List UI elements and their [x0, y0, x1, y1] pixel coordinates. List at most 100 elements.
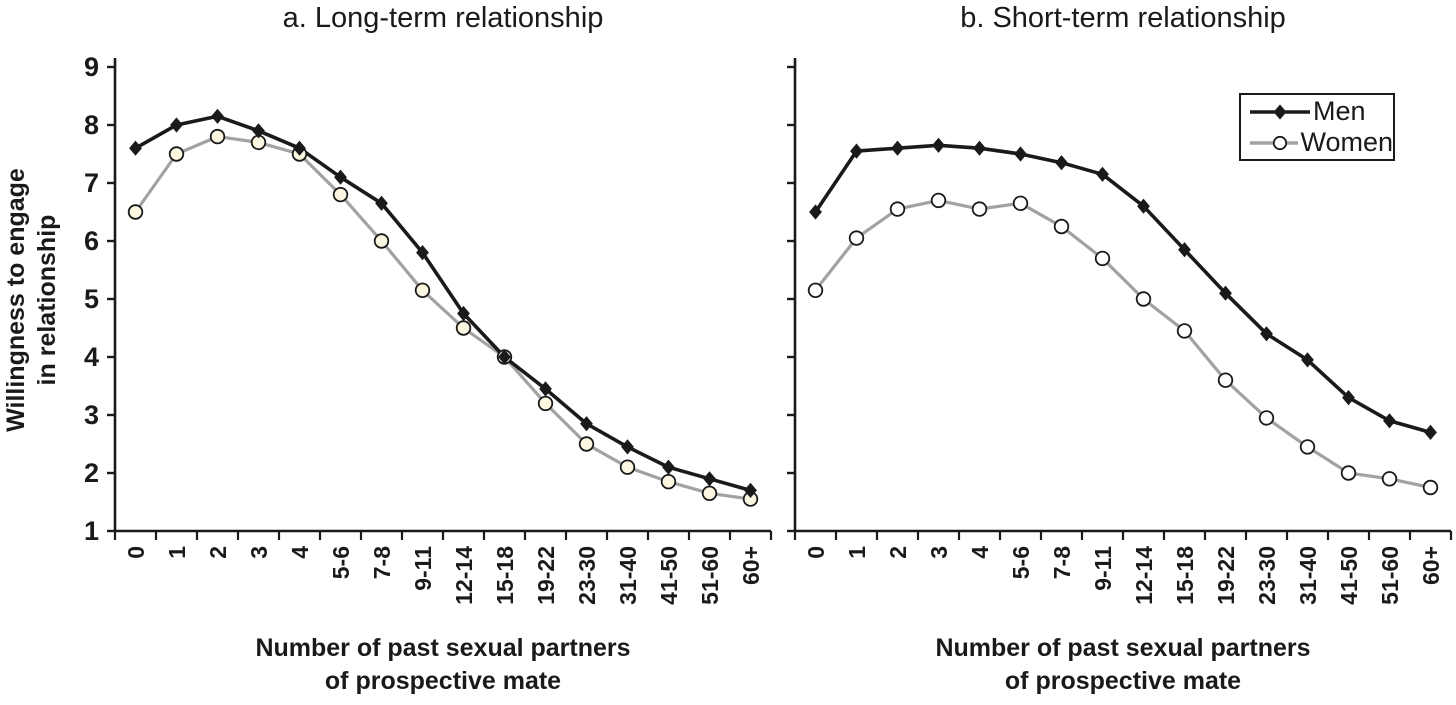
x-tick-label: 15-18 [492, 546, 518, 605]
men-data-point [891, 140, 904, 156]
women-data-point [373, 233, 390, 249]
women-line-circle-icon [1250, 135, 1299, 150]
men-data-point [744, 482, 757, 498]
men-data-point [1342, 390, 1355, 406]
x-tick-label: 41-50 [656, 546, 682, 605]
women-series-line-a [133, 135, 753, 501]
x-tick-label: 51-60 [697, 546, 723, 605]
legend: Men Women [1239, 93, 1395, 161]
legend-item-men: Men [1249, 96, 1393, 127]
men-data-point [580, 416, 593, 432]
women-data-point [619, 459, 636, 475]
women-data-point [1217, 372, 1234, 388]
men-data-point [1014, 146, 1027, 162]
y-tick-label: 3 [84, 400, 99, 430]
y-tick-label: 4 [84, 342, 99, 372]
men-data-point [621, 439, 634, 455]
x-tick-label: 60+ [1418, 546, 1444, 585]
y-tick-label: 9 [84, 52, 99, 82]
men-series-line-a [133, 114, 753, 493]
men-data-point [498, 349, 511, 365]
men-data-point [375, 195, 388, 211]
y-tick-label: 7 [84, 168, 99, 198]
men-data-point [932, 137, 945, 153]
women-data-point [1299, 439, 1316, 455]
women-data-point [168, 146, 185, 162]
women-data-point [537, 395, 554, 412]
x-tick-label: 19-22 [533, 546, 559, 605]
men-data-point [850, 143, 863, 159]
x-tick-label: 41-50 [1336, 546, 1362, 605]
men-data-point [1178, 242, 1191, 258]
x-tick-label: 60+ [738, 546, 764, 585]
men-data-point [334, 169, 347, 185]
x-tick-label: 31-40 [1295, 546, 1321, 605]
men-data-point [703, 471, 716, 487]
x-tick-label: 7-8 [369, 546, 395, 579]
men-series-line-b [813, 143, 1433, 435]
y-tick-label: 6 [84, 226, 99, 256]
y-tick-label: 5 [84, 284, 99, 314]
x-tick-label: 51-60 [1377, 546, 1403, 605]
men-data-point [1096, 166, 1109, 182]
x-tick-label: 9-11 [1090, 546, 1116, 591]
x-tick-label: 23-30 [574, 546, 600, 605]
x-tick-label: 12-14 [451, 546, 477, 605]
panel-a-x-axis-title-line1: Number of past sexual partners [255, 634, 631, 662]
x-tick-label: 1 [844, 546, 870, 559]
panel-b-x-axis-title: Number of past sexual partners of prospe… [935, 632, 1310, 698]
x-tick-label: 23-30 [1254, 546, 1280, 605]
men-data-point [170, 117, 183, 133]
y-tick-label: 1 [84, 516, 99, 546]
x-tick-label: 4 [287, 546, 313, 559]
men-data-point [1301, 352, 1314, 368]
women-data-point [332, 186, 349, 203]
panel-b-title: b. Short-term relationship [960, 2, 1286, 34]
men-data-point [293, 140, 306, 156]
x-tick-label: 5-6 [328, 546, 354, 579]
x-tick-label: 9-11 [410, 546, 436, 591]
x-tick-label: 7-8 [1049, 546, 1075, 579]
women-data-point [1381, 471, 1398, 487]
women-series-line-b [813, 198, 1433, 490]
men-data-point [1137, 198, 1150, 214]
women-data-point [414, 282, 431, 299]
men-data-point [1260, 326, 1273, 342]
women-data-point [127, 204, 144, 220]
men-data-point [1219, 285, 1232, 301]
women-data-point [807, 282, 824, 299]
y-tick-label: 2 [84, 458, 99, 488]
men-data-point [973, 140, 986, 156]
men-data-point [211, 108, 224, 124]
x-tick-label: 4 [967, 546, 993, 559]
panel-a-x-axis-title: Number of past sexual partners of prospe… [255, 632, 630, 698]
legend-item-women: Women [1249, 127, 1393, 158]
x-tick-label: 12-14 [1131, 546, 1157, 605]
x-tick-label: 3 [246, 546, 272, 559]
women-data-point [930, 192, 947, 209]
x-tick-label: 2 [205, 546, 231, 559]
men-data-point [809, 204, 822, 220]
x-tick-label: 2 [885, 546, 911, 559]
women-data-point [1012, 195, 1029, 212]
x-tick-label: 0 [123, 546, 149, 559]
men-data-point [1424, 424, 1437, 440]
men-data-point [1055, 155, 1068, 171]
men-data-point [1383, 413, 1396, 429]
y-axis-title: Willingness to engage in relationship [0, 65, 65, 535]
women-data-point [1053, 218, 1070, 235]
women-data-point [971, 201, 988, 217]
x-tick-label: 0 [803, 546, 829, 559]
women-data-point [1094, 250, 1111, 267]
y-tick-label: 8 [84, 110, 99, 140]
x-tick-label: 5-6 [1008, 546, 1034, 579]
women-data-point [1258, 410, 1275, 426]
women-data-point [1135, 291, 1152, 307]
y-axis-title-line2: in relationship [33, 214, 61, 386]
men-data-point [416, 245, 429, 261]
x-tick-label: 1 [164, 546, 190, 559]
women-data-point [660, 474, 677, 490]
women-data-point [455, 320, 472, 336]
